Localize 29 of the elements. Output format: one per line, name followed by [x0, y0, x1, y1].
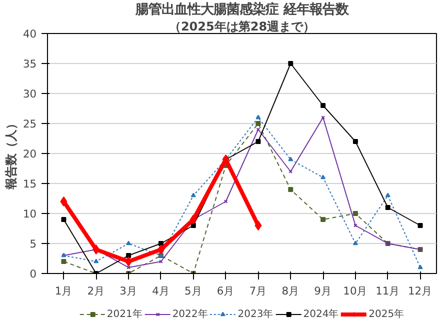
x-tick-label: 10月: [343, 284, 368, 298]
y-tick-label: 15: [22, 178, 37, 190]
y-tick-label: 40: [22, 28, 37, 40]
legend-label: 2025年: [368, 308, 404, 321]
legend-label: 2022年: [172, 308, 208, 321]
x-tick-label: 6月: [216, 284, 235, 298]
x-tick-label: 9月: [314, 284, 332, 298]
y-tick-label: 10: [22, 208, 37, 220]
x-tick-label: 7月: [249, 284, 268, 298]
x-tick-label: 4月: [152, 284, 170, 298]
x-tick-label: 3月: [120, 284, 138, 298]
y-tick-label: 25: [22, 118, 37, 130]
x-tick-label: 1月: [54, 284, 73, 298]
x-tick-label: 12月: [408, 284, 433, 298]
x-tick-label: 2月: [87, 284, 106, 298]
y-tick-label: 5: [30, 238, 36, 250]
y-axis-title: 報告数（人）: [4, 118, 18, 190]
x-tick-label: 8月: [282, 284, 300, 298]
y-tick-label: 20: [22, 148, 37, 160]
y-tick-label: 30: [22, 88, 37, 100]
y-tick-label: 35: [22, 58, 37, 70]
legend-label: 2023年: [238, 308, 274, 321]
y-tick-label: 0: [30, 268, 37, 280]
legend-label: 2021年: [106, 308, 142, 321]
legend-label: 2024年: [303, 308, 339, 321]
chart-subtitle: （2025年は第28週まで）: [168, 20, 316, 34]
x-tick-label: 5月: [184, 284, 202, 298]
x-tick-label: 11月: [376, 284, 400, 298]
chart-title: 腸管出血性大腸菌感染症 経年報告数: [134, 2, 350, 18]
